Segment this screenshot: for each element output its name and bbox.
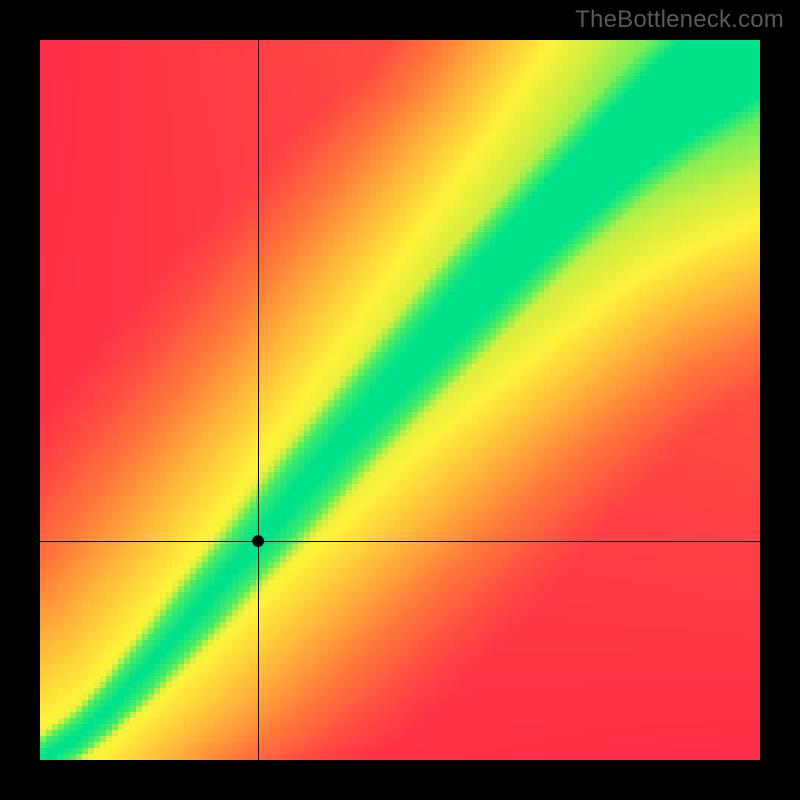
chart-container: TheBottleneck.com — [0, 0, 800, 800]
heatmap-overlay — [40, 40, 760, 760]
watermark-text: TheBottleneck.com — [575, 6, 784, 34]
heatmap-plot — [40, 40, 760, 760]
